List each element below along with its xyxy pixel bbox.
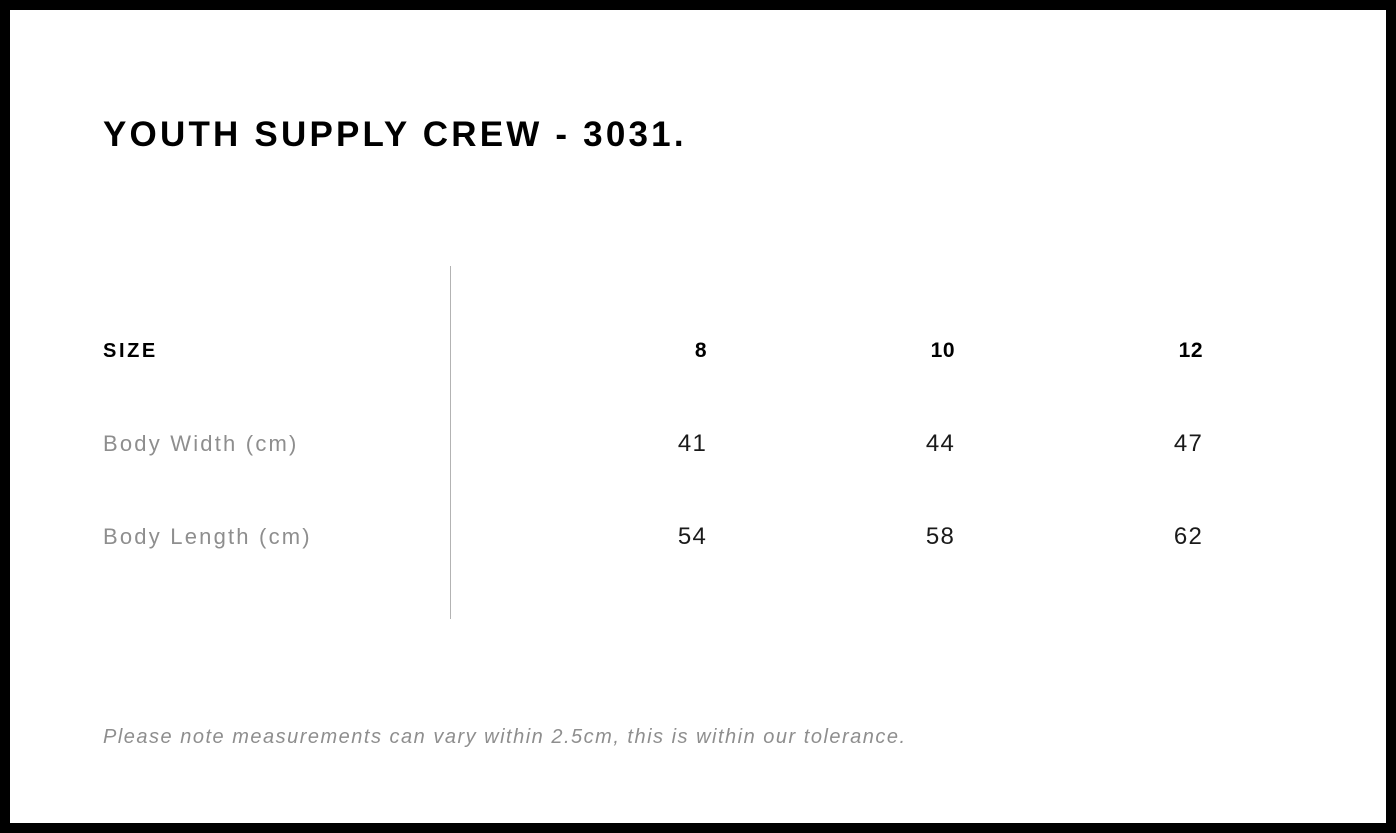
- table-header-row: SIZE 8 10 12: [93, 331, 1203, 371]
- column-divider: [450, 266, 451, 619]
- table-row: Body Length (cm) 54 58 62: [93, 517, 1203, 557]
- table-row: Body Width (cm) 41 44 47: [93, 424, 1203, 464]
- header-size-8: 8: [694, 339, 707, 362]
- cell-body-width-size-10: 44: [925, 430, 955, 457]
- size-chart-card: YOUTH SUPPLY CREW - 3031. SIZE 8 10 12 B…: [10, 10, 1386, 823]
- tolerance-note: Please note measurements can vary within…: [103, 726, 907, 748]
- header-size-12: 12: [1178, 339, 1203, 362]
- cell-body-width-size-12: 47: [1173, 430, 1203, 457]
- cell-body-width-size-8: 41: [677, 430, 707, 457]
- cell-body-length-size-10: 58: [925, 523, 955, 550]
- size-chart-table: SIZE 8 10 12 Body Width (cm) 41 44 47 Bo…: [93, 256, 1203, 636]
- header-size-10: 10: [930, 339, 955, 362]
- cell-body-length-size-8: 54: [677, 523, 707, 550]
- page-title: YOUTH SUPPLY CREW - 3031.: [103, 115, 687, 154]
- row-label-body-length: Body Length (cm): [103, 524, 312, 549]
- header-label-size: SIZE: [103, 339, 158, 362]
- cell-body-length-size-12: 62: [1173, 523, 1203, 550]
- row-label-body-width: Body Width (cm): [103, 431, 299, 456]
